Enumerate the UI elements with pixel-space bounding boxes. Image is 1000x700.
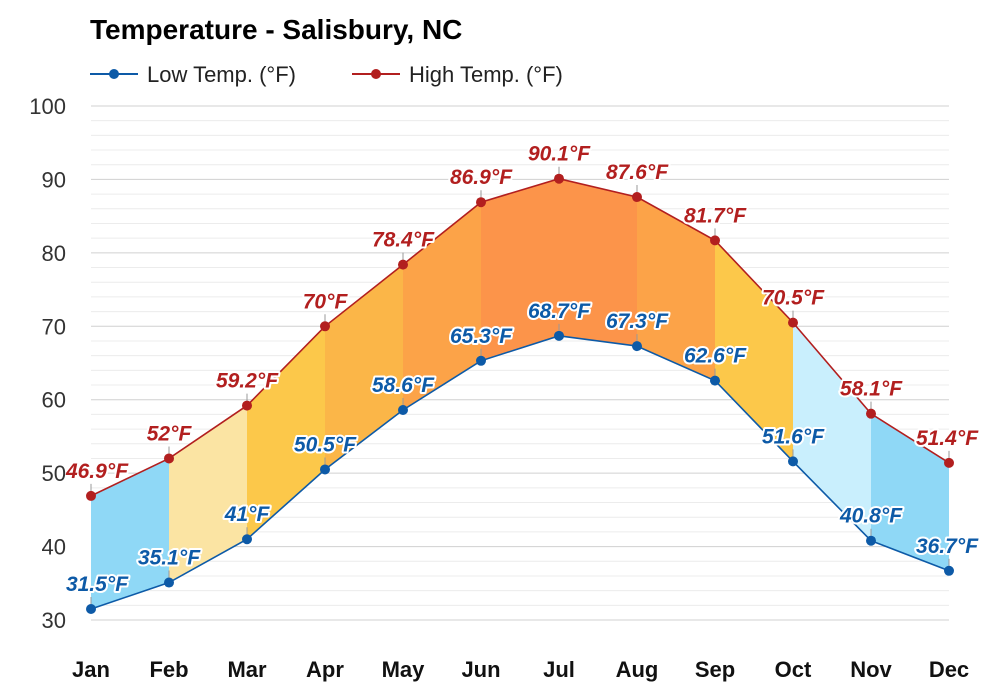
x-tick-label-dec: Dec (929, 657, 969, 682)
high-temp-label-jul: 90.1°F (528, 143, 591, 166)
low-legend-marker (109, 69, 119, 79)
x-tick-label-nov: Nov (850, 657, 892, 682)
range-band-jul (559, 178, 637, 347)
low-temp-point-nov (866, 535, 876, 546)
high-temp-line (90, 177, 950, 497)
high-temp-point-dec (944, 457, 954, 468)
high-temp-label-nov: 58.1°F (840, 378, 903, 401)
low-temp-point-feb (164, 577, 174, 588)
high-temp-label-may: 78.4°F (372, 229, 435, 252)
low-temp-label-may: 58.6°F (372, 374, 435, 397)
low-temp-line (90, 335, 950, 610)
x-tick-label-may: May (382, 657, 426, 682)
high-temp-label-sep: 81.7°F (684, 204, 747, 227)
high-temp-label-oct: 70.5°F (762, 287, 825, 310)
high-temp-point-apr (320, 321, 330, 332)
high-temp-point-jan (86, 490, 96, 501)
range-band-feb (169, 405, 247, 583)
low-temp-label-aug: 67.3°F (606, 310, 669, 333)
low-temp-point-mar (242, 534, 252, 545)
range-band-may (403, 202, 481, 410)
high-temp-label-apr: 70°F (303, 290, 349, 313)
range-band-oct (793, 322, 871, 541)
high-temp-label-aug: 87.6°F (606, 161, 669, 184)
x-tick-label-mar: Mar (227, 657, 267, 682)
low-temp-label-dec: 36.7°F (916, 535, 979, 558)
low-legend-label: Low Temp. (°F) (147, 62, 296, 87)
low-temp-point-jul (554, 330, 564, 341)
high-temp-point-may (398, 259, 408, 270)
x-tick-label-apr: Apr (306, 657, 344, 682)
high-temp-label-jan: 46.9°F (65, 460, 129, 483)
range-band-jan (91, 458, 169, 609)
high-temp-point-feb (164, 453, 174, 464)
low-temp-label-apr: 50.5°F (294, 433, 357, 456)
low-temp-label-mar: 41°F (224, 503, 271, 526)
low-temp-point-may (398, 404, 408, 415)
y-tick-label: 60 (42, 388, 66, 413)
low-temp-label-sep: 62.6°F (684, 345, 747, 368)
high-temp-point-nov (866, 408, 876, 419)
y-tick-label: 40 (42, 535, 66, 560)
y-tick-label: 50 (42, 461, 66, 486)
high-legend-label: High Temp. (°F) (409, 62, 563, 87)
low-temp-label-nov: 40.8°F (839, 505, 903, 528)
y-tick-label: 70 (42, 314, 66, 339)
low-temp-label-jul: 68.7°F (528, 300, 591, 323)
low-temp-point-dec (944, 565, 954, 576)
low-temp-label-feb: 35.1°F (138, 547, 201, 570)
low-temp-point-sep (710, 375, 720, 386)
high-temp-label-jun: 86.9°F (450, 166, 513, 189)
low-temp-point-apr (320, 464, 330, 475)
range-band-aug (637, 197, 715, 381)
x-tick-label-jun: Jun (461, 657, 500, 682)
y-tick-label: 90 (42, 167, 66, 192)
low-temp-label-jan: 31.5°F (66, 573, 129, 596)
x-tick-label-jul: Jul (543, 657, 575, 682)
x-tick-label-aug: Aug (616, 657, 659, 682)
low-temp-point-jun (476, 355, 486, 366)
high-temp-point-aug (632, 192, 642, 203)
low-temp-point-jan (86, 603, 96, 614)
chart-title: Temperature - Salisbury, NC (90, 14, 463, 45)
y-tick-label: 80 (42, 241, 66, 266)
high-legend-marker (371, 69, 381, 79)
high-temp-label-dec: 51.4°F (916, 427, 979, 450)
range-band-jun (481, 178, 559, 361)
x-tick-label-sep: Sep (695, 657, 735, 682)
low-temp-point-aug (632, 341, 642, 352)
x-tick-label-oct: Oct (775, 657, 812, 682)
y-tick-label: 100 (29, 94, 66, 119)
range-band-sep (715, 240, 793, 462)
high-temp-label-mar: 59.2°F (216, 370, 279, 393)
x-tick-label-jan: Jan (72, 657, 110, 682)
x-tick-label-feb: Feb (149, 657, 188, 682)
low-temp-point-oct (788, 456, 798, 467)
high-temp-point-mar (242, 400, 252, 411)
y-tick-label: 30 (42, 608, 66, 633)
low-temp-label-oct: 51.6°F (762, 425, 825, 448)
high-temp-point-jul (554, 173, 564, 184)
range-band-apr (325, 264, 403, 470)
range-band-nov (871, 413, 949, 571)
high-temp-point-jun (476, 197, 486, 208)
low-temp-label-jun: 65.3°F (450, 325, 513, 348)
high-temp-point-oct (788, 317, 798, 328)
high-temp-point-sep (710, 235, 720, 246)
high-temp-label-feb: 52°F (147, 422, 193, 445)
